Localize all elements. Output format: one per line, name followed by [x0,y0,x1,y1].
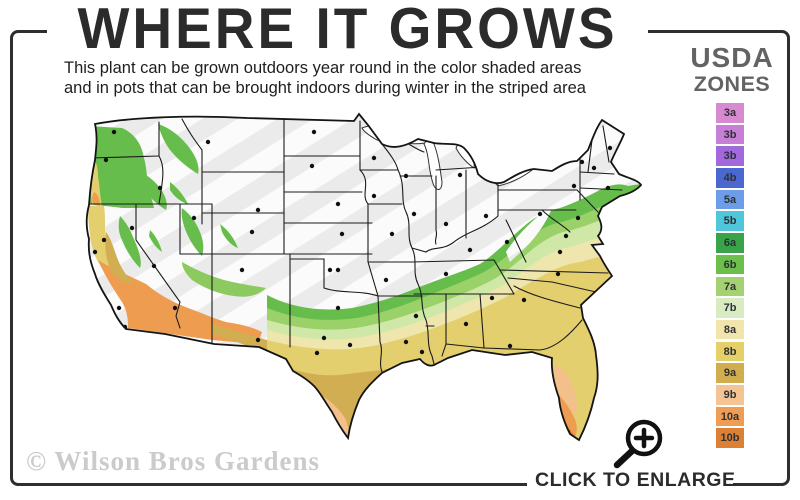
city-dot [314,350,320,356]
city-dot [327,267,333,273]
city-dot [489,295,495,301]
legend-swatch-8a: 8a [716,319,744,340]
city-dot [172,305,178,311]
city-dot [403,339,409,345]
city-dot [335,201,341,207]
city-dot [249,229,255,235]
city-dot [563,233,569,239]
usda-zones-heading-line1: USDA [690,42,774,73]
city-dot [255,207,261,213]
city-dot [389,231,395,237]
city-dot [555,271,561,277]
city-dot [205,139,211,145]
click-to-enlarge-button[interactable]: CLICK TO ENLARGE [535,469,736,491]
city-dot [413,313,419,319]
city-dot [403,173,409,179]
city-dot [467,247,473,253]
city-dot [507,343,513,349]
legend-swatch-3a: 3a [716,103,744,123]
city-dot [321,335,327,341]
city-dot [103,157,109,163]
city-dot [239,267,245,273]
legend-swatch-3b: 3b [716,146,744,166]
city-dot [111,129,117,135]
map-fill-layers [86,114,641,440]
city-dot [457,172,463,178]
city-dot [579,159,585,165]
subtitle: This plant can be grown outdoors year ro… [64,59,664,98]
city-dot [129,225,135,231]
city-dot [607,145,613,151]
legend-swatch-3b: 3b [716,124,744,145]
city-dot [557,249,563,255]
legend-swatch-8b: 8b [716,341,744,362]
city-dot [371,155,377,161]
legend-swatch-9b: 9b [716,384,744,405]
city-dot [92,249,98,255]
legend-swatch-5a: 5a [716,189,744,210]
city-dot [575,215,581,221]
city-dot [151,263,157,269]
appalachian-stripes [506,208,552,262]
city-dot [591,165,597,171]
city-dot [483,213,489,219]
city-dot [547,381,553,387]
legend-swatch-10a: 10a [716,406,744,427]
page-title: WHERE IT GROWS [77,0,618,61]
city-dot [335,267,341,273]
city-dot [335,305,341,311]
usda-zones-map[interactable] [62,112,662,460]
city-dot [443,221,449,227]
city-dot [521,297,527,303]
city-dot [383,277,389,283]
usda-zones-heading: USDA ZONES [686,44,778,96]
city-dot [411,211,417,217]
usda-zones-heading-line2: ZONES [693,72,771,96]
legend-swatch-7a: 7a [716,276,744,297]
city-dot [347,342,353,348]
city-dot [309,163,315,169]
legend-swatch-10b: 10b [716,428,744,448]
city-dot [605,185,611,191]
frame-gap-bottom [527,477,733,490]
subtitle-line-1: This plant can be grown outdoors year ro… [64,59,582,77]
legend-swatch-7b: 7b [716,298,744,318]
legend-swatch-5b: 5b [716,211,744,232]
city-dot [371,193,377,199]
legend-swatch-6a: 6a [716,233,744,253]
city-dot [191,215,197,221]
city-dot [571,183,577,189]
city-dot [101,237,107,243]
city-dot [311,129,317,135]
city-dot [419,349,425,355]
city-dot [116,305,122,311]
frame-gap-top [47,24,648,37]
city-dot [537,211,543,217]
city-dot [255,337,261,343]
city-dot [157,185,163,191]
zoom-in-icon[interactable] [606,415,668,473]
usda-zones-legend: 3a 3b 3b 4b 5a 5b 6a 6b 7a 7b 8a 8b 9a 9b 10a 10b [716,103,744,450]
legend-swatch-4b: 4b [716,168,744,188]
legend-swatch-9a: 9a [716,363,744,383]
western-zone-shading [88,124,317,368]
city-dot [339,231,345,237]
watermark: © Wilson Bros Gardens [26,446,320,476]
legend-swatch-6b: 6b [716,254,744,275]
city-dot [443,271,449,277]
subtitle-line-2: and in pots that can be brought indoors … [64,78,586,97]
city-dot [504,239,510,245]
city-dot [463,321,469,327]
state-boundaries [87,118,623,373]
